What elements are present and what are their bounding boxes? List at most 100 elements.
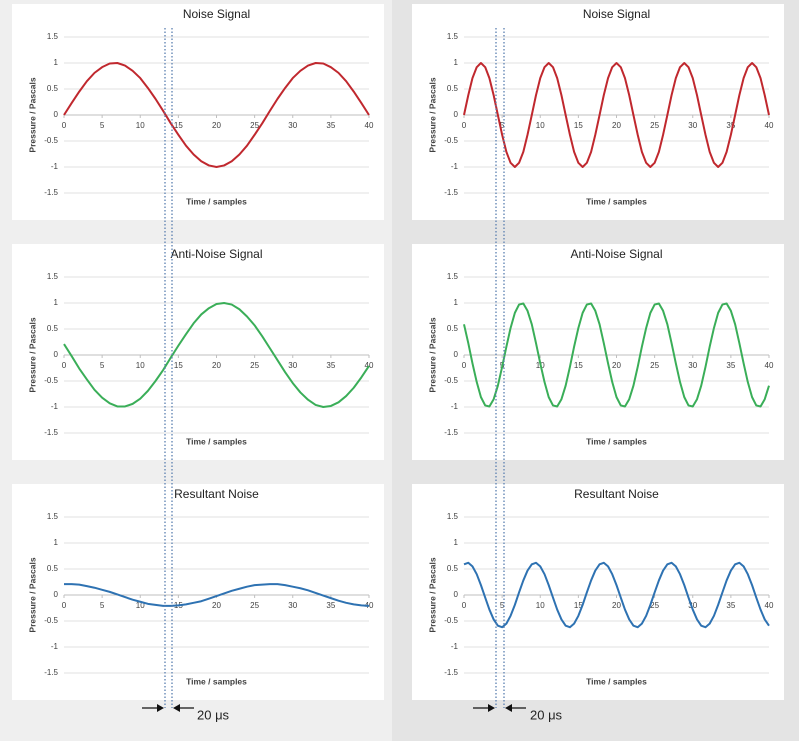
y-tick-label: -1.5: [44, 188, 58, 197]
y-tick-label: -1: [451, 642, 459, 651]
x-tick-label: 5: [100, 361, 105, 370]
x-axis-label: Time / samples: [186, 196, 247, 206]
y-axis-label: Pressure / Pascals: [27, 77, 37, 152]
chart-title: Resultant Noise: [174, 487, 259, 501]
line-series: [63, 302, 370, 408]
x-tick-label: 25: [250, 121, 259, 130]
x-axis-label: Time / samples: [586, 196, 647, 206]
x-tick-label: 20: [612, 121, 621, 130]
x-tick-label: 10: [536, 121, 545, 130]
x-tick-label: 25: [650, 361, 659, 370]
arrow-head: [157, 704, 164, 712]
y-tick-label: -1.5: [444, 428, 458, 437]
x-tick-label: 10: [136, 601, 145, 610]
delay-arrows: [142, 704, 526, 712]
y-tick-label: 1.5: [47, 272, 59, 281]
y-axis-label: Pressure / Pascals: [427, 557, 437, 632]
panel-background: [412, 4, 784, 220]
y-tick-label: 0.5: [447, 564, 459, 573]
x-tick-label: 5: [500, 121, 505, 130]
x-tick-label: 40: [765, 601, 774, 610]
delay-label: 20 μs: [530, 707, 563, 722]
x-tick-label: 10: [536, 601, 545, 610]
x-tick-label: 20: [612, 361, 621, 370]
x-tick-label: 35: [726, 361, 735, 370]
y-tick-label: 1: [454, 538, 459, 547]
arrow-head: [488, 704, 495, 712]
x-tick-label: 5: [500, 601, 505, 610]
x-tick-label: 30: [288, 361, 297, 370]
x-axis-label: Time / samples: [586, 676, 647, 686]
y-tick-label: 0: [454, 350, 459, 359]
y-tick-label: -1.5: [44, 428, 58, 437]
y-tick-label: -0.5: [444, 616, 458, 625]
line-series: [63, 62, 370, 168]
y-tick-label: -0.5: [44, 376, 58, 385]
line-series: [463, 302, 770, 408]
x-tick-label: 20: [212, 121, 221, 130]
x-tick-label: 25: [250, 361, 259, 370]
y-tick-label: 0: [54, 590, 59, 599]
x-tick-label: 0: [462, 121, 467, 130]
x-tick-label: 20: [612, 601, 621, 610]
chart-title: Noise Signal: [183, 7, 250, 21]
y-tick-label: 0.5: [47, 84, 59, 93]
y-tick-label: -1: [51, 402, 59, 411]
chart-panel: Noise Signal 1.5 1 0.5 0 -0.5 -1 -1.5 0 5 10 15 20 25…: [412, 4, 784, 220]
arrow-head: [505, 704, 512, 712]
x-tick-label: 30: [688, 361, 697, 370]
y-tick-label: -0.5: [44, 136, 58, 145]
x-tick-label: 35: [726, 601, 735, 610]
x-tick-label: 30: [688, 601, 697, 610]
panel-background: [12, 484, 384, 700]
y-tick-label: 1.5: [47, 512, 59, 521]
x-tick-label: 30: [288, 121, 297, 130]
y-tick-label: 1.5: [47, 32, 59, 41]
x-tick-label: 0: [62, 601, 67, 610]
x-tick-label: 25: [650, 601, 659, 610]
panel-background: [412, 244, 784, 460]
y-tick-label: 0.5: [47, 324, 59, 333]
y-tick-label: 1: [54, 538, 59, 547]
x-tick-label: 40: [365, 601, 374, 610]
panel-background: [12, 244, 384, 460]
panel-background: [12, 4, 384, 220]
x-tick-label: 30: [688, 121, 697, 130]
x-tick-label: 5: [100, 601, 105, 610]
y-tick-label: -1.5: [444, 668, 458, 677]
y-tick-label: -1: [51, 162, 59, 171]
delay-markers: [164, 28, 505, 708]
y-tick-label: 0: [54, 110, 59, 119]
x-tick-label: 40: [365, 361, 374, 370]
x-tick-label: 25: [250, 601, 259, 610]
x-axis-label: Time / samples: [586, 436, 647, 446]
x-tick-label: 20: [212, 601, 221, 610]
chart-title: Anti-Noise Signal: [570, 247, 662, 261]
line-series: [64, 583, 370, 607]
x-tick-label: 15: [574, 601, 583, 610]
y-tick-label: 1: [454, 58, 459, 67]
x-tick-label: 0: [462, 601, 467, 610]
y-tick-label: 0: [454, 110, 459, 119]
y-tick-label: 0: [54, 350, 59, 359]
x-axis-label: Time / samples: [186, 676, 247, 686]
delay-label: 20 μs: [197, 707, 230, 722]
y-tick-label: 1.5: [447, 32, 459, 41]
y-tick-label: 1: [454, 298, 459, 307]
y-tick-label: -1.5: [444, 188, 458, 197]
y-tick-label: -1: [451, 402, 459, 411]
chart-title: Resultant Noise: [574, 487, 659, 501]
x-axis-label: Time / samples: [186, 436, 247, 446]
chart-panel: Noise Signal 1.5 1 0.5 0 -0.5 -1 -1.5 0 5 10 15 20 25…: [12, 4, 384, 220]
y-axis-label: Pressure / Pascals: [27, 557, 37, 632]
x-tick-label: 10: [136, 361, 145, 370]
y-tick-label: 1.5: [447, 512, 459, 521]
y-axis-label: Pressure / Pascals: [27, 317, 37, 392]
line-series: [463, 62, 770, 168]
